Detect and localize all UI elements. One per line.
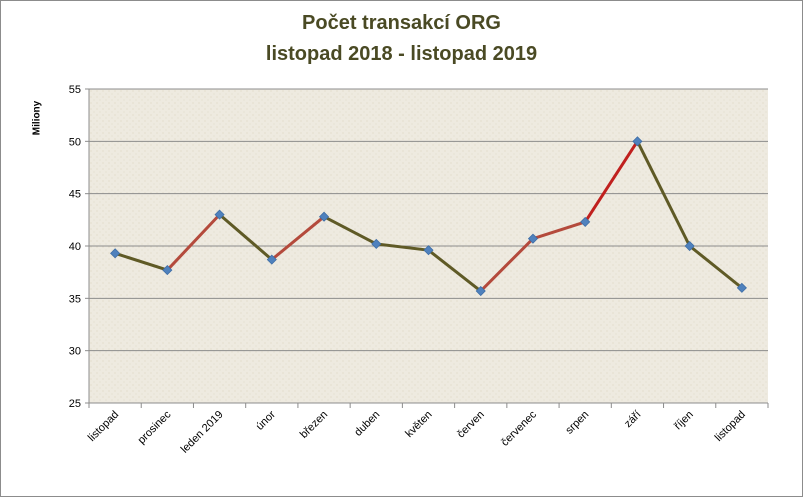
x-tick-label: duben [352, 409, 382, 439]
y-tick-label: 25 [69, 398, 81, 410]
series-line-segment [218, 213, 274, 262]
y-tick-label: 35 [69, 293, 81, 305]
data-point-marker [110, 248, 121, 259]
series-line-segment [270, 215, 326, 262]
y-tick-label: 50 [69, 136, 81, 148]
data-point-marker [736, 282, 747, 293]
data-point-marker [318, 211, 330, 222]
data-point-marker [684, 240, 695, 252]
y-tick-label: 55 [69, 84, 81, 96]
y-tick-label: 30 [69, 346, 81, 358]
y-tick-label: 40 [69, 241, 81, 253]
series-line-segment [113, 251, 169, 272]
data-point-marker [162, 265, 173, 276]
series-line-segment [583, 139, 639, 224]
x-tick-label: leden 2019 [179, 409, 226, 456]
data-point-marker [266, 254, 277, 265]
x-tick-label: listopad [713, 409, 748, 444]
x-tick-label: únor [254, 408, 278, 432]
x-tick-label: listopad [86, 409, 121, 444]
x-tick-label: srpen [563, 409, 591, 437]
data-point-marker [475, 285, 486, 297]
data-point-marker [527, 233, 539, 244]
series-line-segment [427, 248, 483, 293]
x-tick-label: červen [455, 409, 487, 441]
data-point-marker [214, 209, 225, 220]
data-point-marker [632, 136, 643, 147]
chart-title: Počet transakcí ORG [302, 12, 501, 34]
series-line-segment [322, 215, 378, 246]
x-tick-label: prosinec [136, 408, 174, 446]
data-point-marker [580, 216, 591, 227]
x-tick-label: březen [298, 409, 330, 441]
series-line-segment [479, 237, 535, 293]
x-tick-label: říjen [672, 409, 696, 433]
series-line-segment [165, 213, 222, 272]
data-point-marker [423, 245, 434, 256]
x-tick-label: květen [403, 409, 434, 440]
x-tick-label: červenec [499, 408, 539, 448]
y-tick-label: 45 [69, 189, 81, 201]
series-line-segment [688, 244, 744, 290]
series-line-segment [531, 220, 587, 241]
series-line-segment [635, 139, 692, 248]
data-point-marker [371, 238, 382, 249]
chart-subtitle: listopad 2018 - listopad 2019 [265, 43, 538, 65]
x-tick-label: září [622, 409, 643, 430]
series-line-segment [374, 242, 430, 252]
